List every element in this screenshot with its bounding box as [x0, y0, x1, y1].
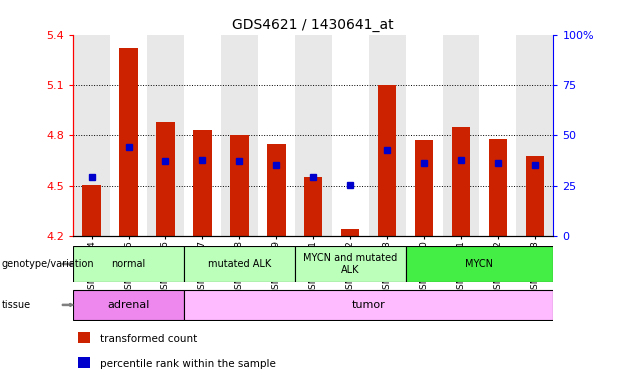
Text: adrenal: adrenal	[107, 300, 149, 310]
Bar	[267, 144, 286, 236]
Bar	[415, 141, 433, 236]
Title: GDS4621 / 1430641_at: GDS4621 / 1430641_at	[232, 18, 394, 32]
Bar	[73, 290, 184, 320]
Bar	[221, 35, 258, 236]
Text: percentile rank within the sample: percentile rank within the sample	[100, 359, 275, 369]
Bar	[193, 130, 212, 236]
Bar	[120, 48, 138, 236]
Bar	[341, 229, 359, 236]
Bar	[110, 35, 147, 236]
Bar	[294, 247, 406, 281]
Bar	[147, 35, 184, 236]
Bar	[83, 185, 101, 236]
Bar	[452, 127, 470, 236]
Bar	[184, 35, 221, 236]
Bar	[480, 35, 516, 236]
Bar	[156, 122, 175, 236]
Text: normal: normal	[111, 259, 146, 269]
Bar	[73, 247, 184, 281]
Bar	[73, 35, 110, 236]
Text: transformed count: transformed count	[100, 334, 197, 344]
Bar	[184, 290, 553, 320]
Bar	[78, 357, 90, 368]
Bar	[378, 85, 396, 236]
Bar	[304, 177, 322, 236]
Bar	[525, 156, 544, 236]
Text: MYCN and mutated
ALK: MYCN and mutated ALK	[303, 253, 398, 275]
Text: MYCN: MYCN	[466, 259, 494, 269]
Text: tumor: tumor	[352, 300, 385, 310]
Bar	[406, 247, 553, 281]
Bar	[443, 35, 480, 236]
Bar	[294, 35, 332, 236]
Bar	[516, 35, 553, 236]
Bar	[406, 35, 443, 236]
Bar	[184, 247, 294, 281]
Text: mutated ALK: mutated ALK	[208, 259, 271, 269]
Bar	[488, 139, 507, 236]
Bar	[230, 136, 249, 236]
Text: tissue: tissue	[1, 300, 31, 310]
Bar	[369, 35, 406, 236]
Bar	[332, 35, 369, 236]
Text: genotype/variation: genotype/variation	[1, 259, 94, 269]
Bar	[258, 35, 294, 236]
Bar	[78, 332, 90, 343]
